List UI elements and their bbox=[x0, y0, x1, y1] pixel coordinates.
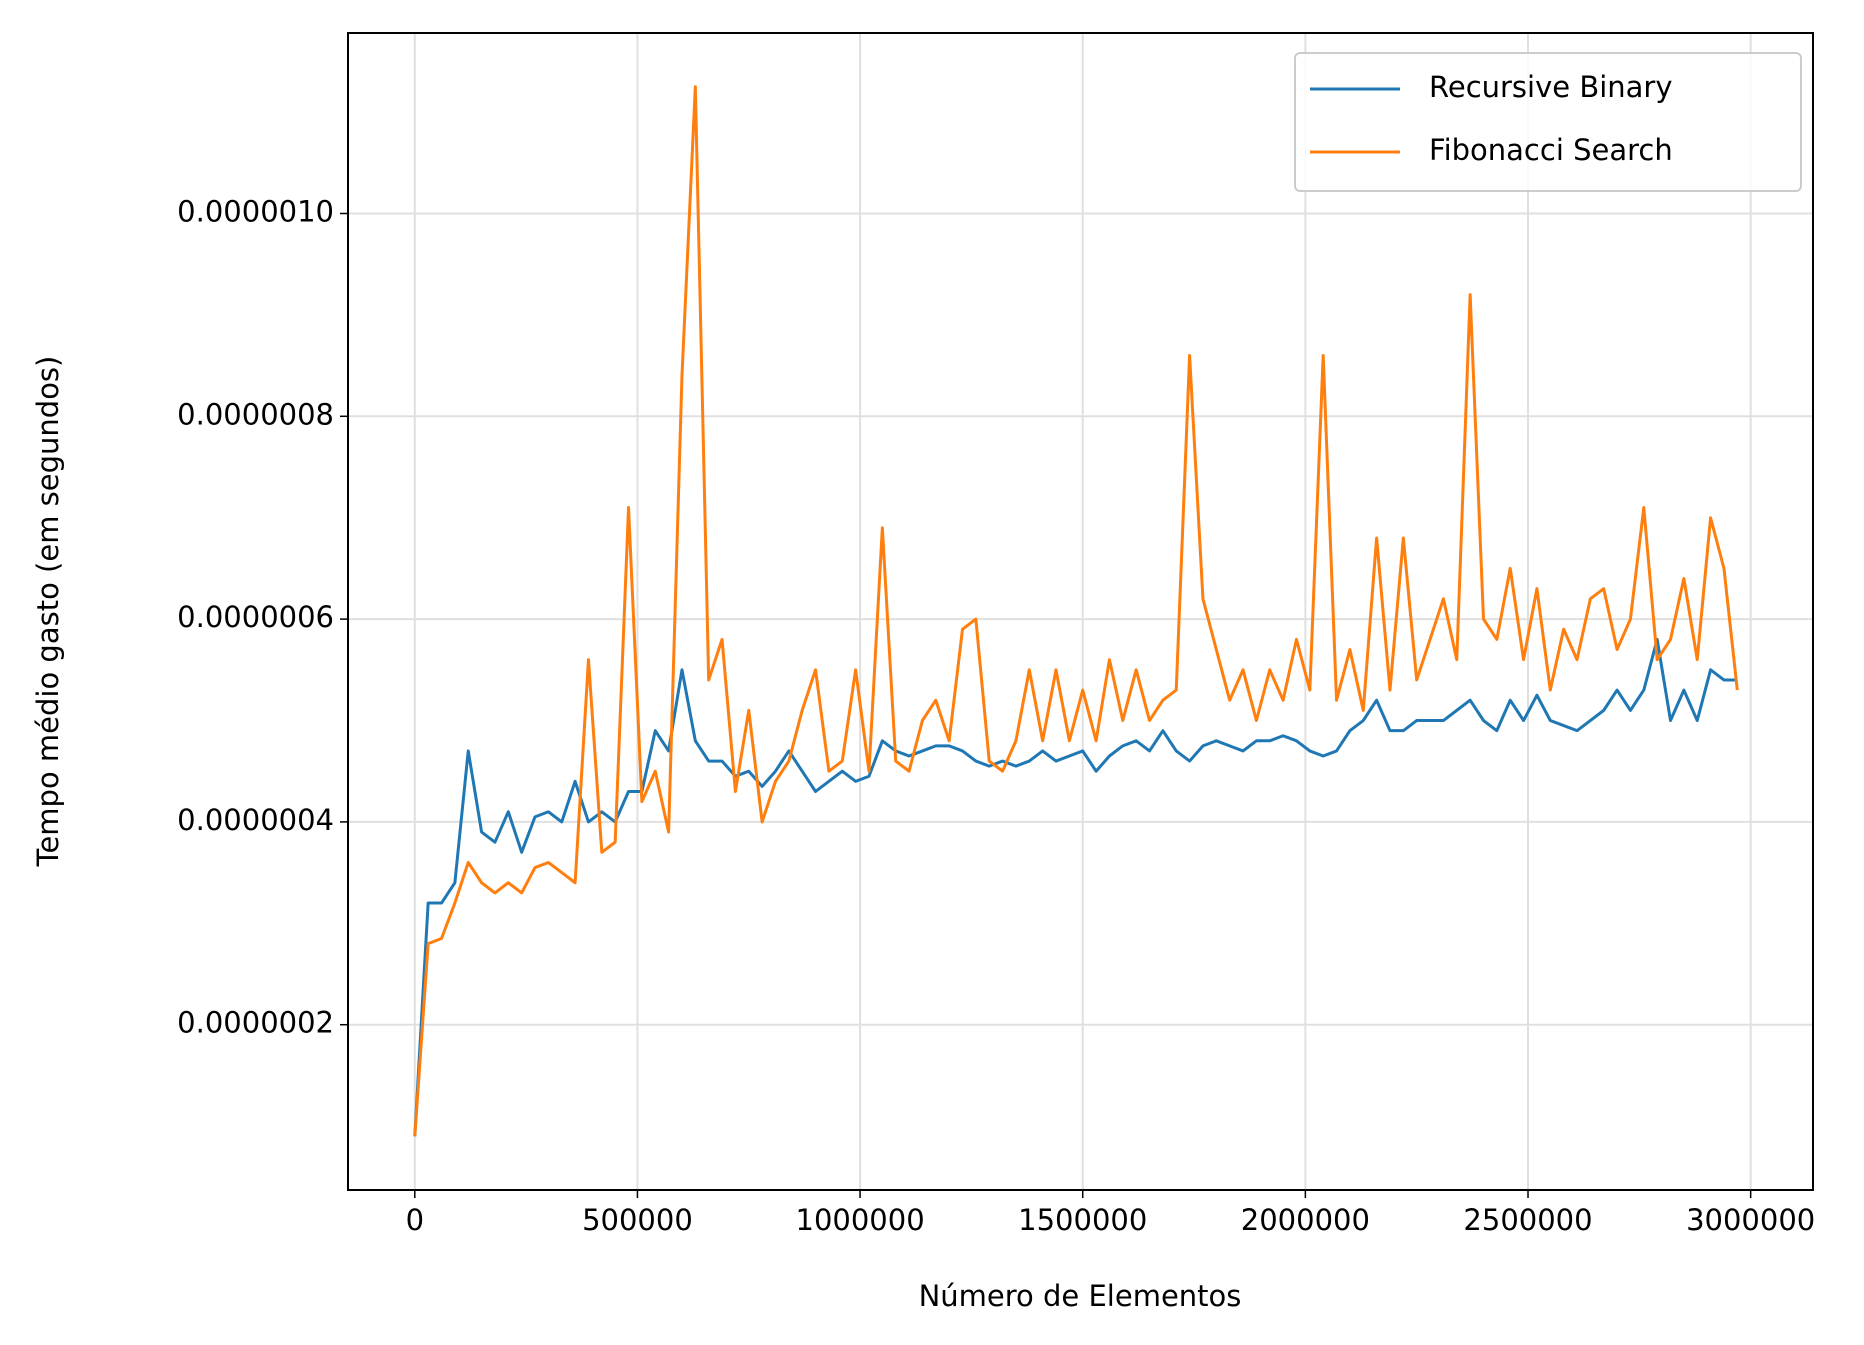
x-axis-label: Número de Elementos bbox=[919, 1279, 1242, 1313]
y-tick-label: 0.0000004 bbox=[177, 803, 334, 837]
plot-frame bbox=[347, 32, 1814, 1191]
x-tick-label: 2000000 bbox=[1241, 1203, 1370, 1237]
legend-label: Fibonacci Search bbox=[1429, 133, 1673, 167]
y-tick-label: 0.0000006 bbox=[177, 600, 334, 634]
y-axis-label: Tempo médio gasto (em segundos) bbox=[31, 356, 65, 868]
y-tick-label: 0.0000008 bbox=[177, 397, 334, 431]
x-tick-label: 3000000 bbox=[1686, 1203, 1815, 1237]
x-tick-label: 0 bbox=[406, 1203, 424, 1237]
series-line bbox=[413, 637, 1738, 1137]
legend-box bbox=[1294, 52, 1802, 192]
x-tick-label: 2500000 bbox=[1463, 1203, 1592, 1237]
y-tick-label: 0.0000010 bbox=[177, 194, 334, 228]
series-line bbox=[413, 85, 1739, 1137]
x-tick-label: 500000 bbox=[582, 1203, 693, 1237]
y-tick-label: 0.0000002 bbox=[177, 1006, 334, 1040]
x-tick-label: 1000000 bbox=[796, 1203, 925, 1237]
x-tick-label: 1500000 bbox=[1018, 1203, 1147, 1237]
legend-label: Recursive Binary bbox=[1429, 70, 1673, 104]
legend: Recursive Binary Fibonacci Search bbox=[1294, 52, 1802, 192]
